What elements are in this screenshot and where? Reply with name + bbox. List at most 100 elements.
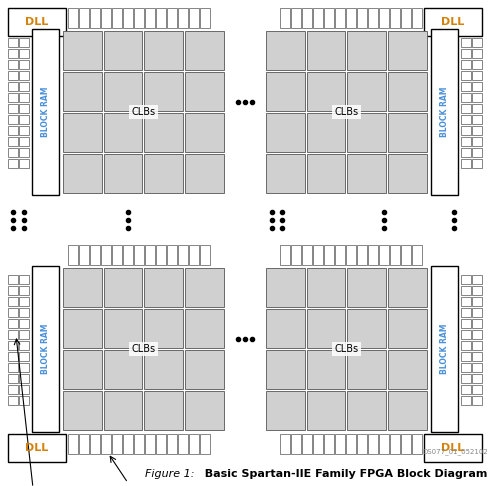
Bar [324,245,334,265]
Bar [104,31,142,70]
Bar [19,137,29,146]
Bar [346,434,356,454]
Bar [178,8,188,28]
Bar [266,72,305,111]
Bar [8,104,18,113]
Bar [156,245,166,265]
Text: Basic Spartan-IIE Family FPGA Block Diagram: Basic Spartan-IIE Family FPGA Block Diag… [197,469,487,479]
Bar [307,391,346,430]
Bar [357,8,367,28]
Bar [8,319,18,328]
Bar [19,115,29,124]
Bar [8,297,18,306]
Bar [307,350,346,389]
Bar [185,113,224,152]
Bar [324,8,334,28]
Bar [307,154,346,193]
Bar [307,309,346,348]
Bar [19,319,29,328]
Text: CLBs: CLBs [334,344,359,354]
Bar [461,104,471,113]
Bar [307,31,346,70]
Bar [101,8,111,28]
Bar [32,29,59,195]
Bar [461,137,471,146]
Bar [8,148,18,157]
Bar [357,245,367,265]
Bar [461,82,471,91]
Bar [145,245,155,265]
Bar [63,31,102,70]
Bar [461,71,471,80]
Text: DLL: DLL [25,17,49,27]
Bar [79,8,89,28]
Bar [185,309,224,348]
Bar [379,245,389,265]
Bar [388,72,427,111]
Bar [461,60,471,69]
Bar [401,434,411,454]
Bar [266,391,305,430]
Bar [388,268,427,307]
Bar [368,434,378,454]
Bar [19,297,29,306]
Bar [104,391,142,430]
Bar [167,434,177,454]
Bar [390,245,400,265]
Bar [68,245,78,265]
Bar [472,137,482,146]
Bar [8,396,18,405]
Bar [63,113,102,152]
Bar [185,350,224,389]
Bar [307,268,346,307]
Bar [8,8,66,36]
Bar [19,148,29,157]
Bar [348,309,386,348]
Bar [19,126,29,135]
Bar [348,391,386,430]
Bar [461,396,471,405]
Bar [8,159,18,168]
Bar [8,275,18,284]
Bar [19,93,29,102]
Bar [144,350,183,389]
Bar [379,434,389,454]
Bar [472,396,482,405]
Bar [19,374,29,383]
Bar [388,154,427,193]
Bar [379,8,389,28]
Bar [144,309,183,348]
Bar [461,385,471,394]
Bar [63,72,102,111]
Bar [19,308,29,317]
Bar [461,308,471,317]
Bar [461,126,471,135]
Bar [280,8,290,28]
Bar [313,8,323,28]
Bar [412,8,422,28]
Bar [123,8,133,28]
Bar [348,268,386,307]
Bar [19,38,29,47]
Bar [90,245,100,265]
Bar [8,385,18,394]
Bar [266,268,305,307]
Bar [112,8,122,28]
Bar [19,385,29,394]
Bar [144,154,183,193]
Bar [461,341,471,350]
Text: CLBs: CLBs [131,107,155,117]
Bar [461,49,471,58]
Bar [32,266,59,432]
Bar [313,434,323,454]
Bar [302,245,312,265]
Bar [19,49,29,58]
Bar [189,434,199,454]
Bar [68,434,78,454]
Bar [63,391,102,430]
Bar [19,352,29,361]
Bar [19,286,29,295]
Bar [19,330,29,339]
Bar [8,374,18,383]
Bar [472,319,482,328]
